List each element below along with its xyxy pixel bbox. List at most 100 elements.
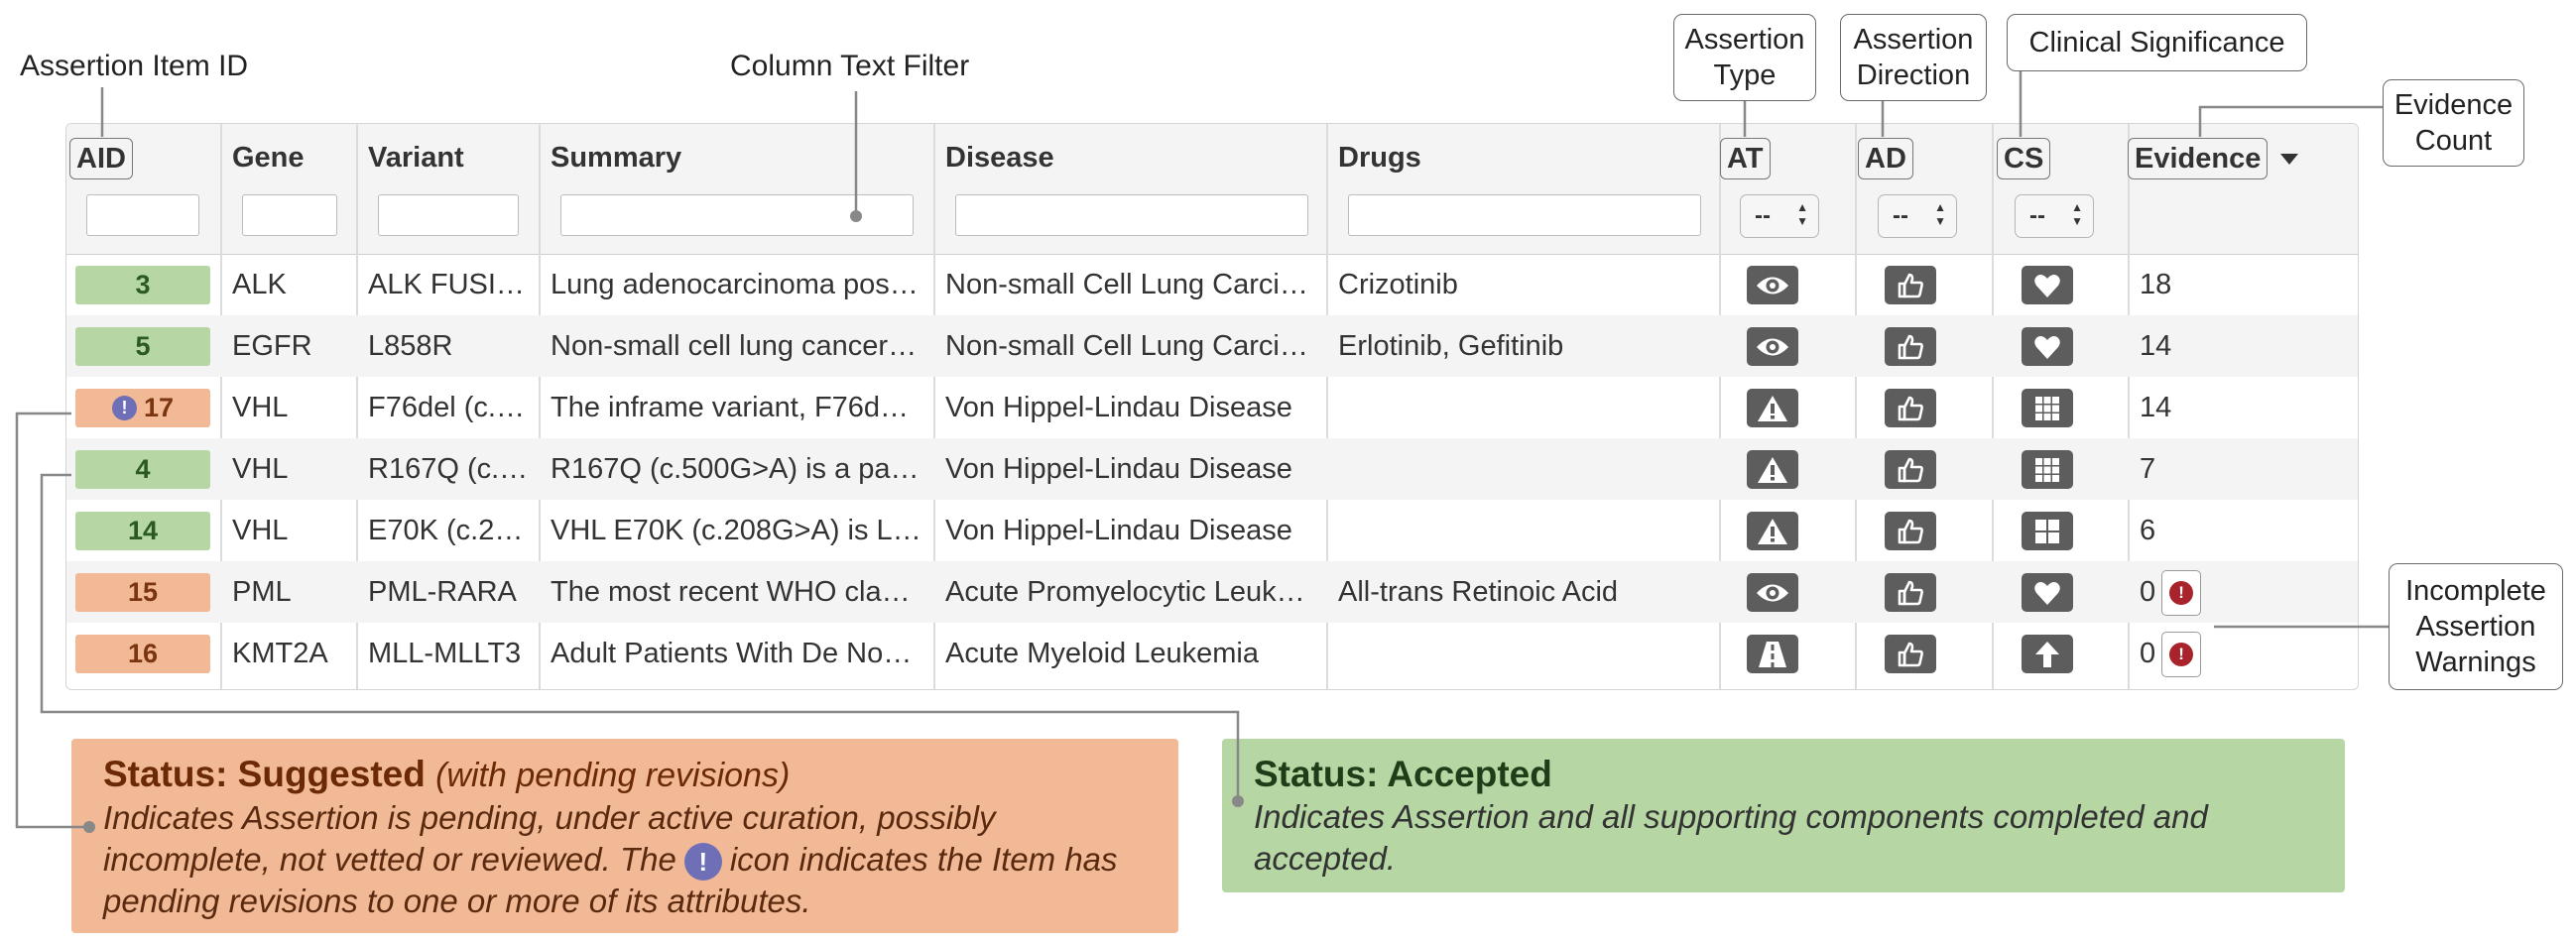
select-arrows-icon: ▲ ▼	[1796, 200, 1808, 228]
eye-icon	[1747, 573, 1798, 612]
incomplete-warning-icon[interactable]: !	[2161, 570, 2202, 617]
cell-variant: MLL-MLLT3	[368, 638, 522, 669]
filter-disease-input[interactable]	[955, 194, 1308, 236]
column-header-at[interactable]: AT	[1720, 138, 1771, 179]
cell-drugs	[1338, 377, 1709, 438]
column-header-summary[interactable]: Summary	[551, 142, 682, 174]
cell-variant: L858R	[368, 330, 453, 362]
filter-variant-input[interactable]	[378, 194, 519, 236]
grid-nine-icon	[2022, 450, 2073, 489]
cell-variant: PML-RARA	[368, 576, 517, 608]
aid-badge-accepted[interactable]: 5	[75, 327, 210, 366]
cell-evidence: 14	[2140, 377, 2338, 438]
table-row[interactable]: 3 ALK ALK FUSI… Lung adenocarcinoma pos… Non…	[66, 254, 2358, 315]
status-suggested-desc-before: Indicates Assertion is pending, under ac…	[103, 799, 996, 878]
grid-four-icon	[2022, 512, 2073, 550]
table-row[interactable]: 14 VHL E70K (c.2… VHL E70K (c.208G>A) is Li…	[66, 500, 2358, 561]
column-divider	[220, 124, 222, 689]
table-row[interactable]: 16 KMT2A MLL-MLLT3 Adult Patients With De N…	[66, 623, 2358, 684]
annotation-clinical-significance-text: Clinical Significance	[2028, 27, 2285, 59]
column-header-ad[interactable]: AD	[1858, 138, 1913, 179]
table-row[interactable]: 15 PML PML-RARA The most recent WHO clas… Ac…	[66, 561, 2358, 623]
eye-icon	[1747, 327, 1798, 366]
aid-value: 4	[135, 454, 151, 484]
exclamation-icon: !	[2169, 643, 2194, 667]
cell-drugs: All-trans Retinoic Acid	[1338, 576, 1619, 608]
annotation-evidence-count: Evidence Count	[2383, 79, 2524, 167]
annotation-assertion-item-id: Assertion Item ID	[20, 50, 249, 82]
column-header-evidence[interactable]: Evidence	[2128, 138, 2269, 179]
evidence-count-value: 14	[2140, 392, 2172, 423]
table-row[interactable]: 5 EGFR L858R Non-small cell lung cancer … No…	[66, 315, 2358, 377]
filter-cs-select[interactable]: -- ▲ ▼	[2015, 194, 2094, 238]
annotation-assertion-type: Assertion Type	[1673, 14, 1816, 101]
select-arrows-icon: ▲ ▼	[1934, 200, 1946, 228]
aid-badge-suggested[interactable]: 16	[75, 635, 210, 673]
incomplete-warning-icon[interactable]: !	[2161, 632, 2202, 678]
evidence-count-value: 7	[2140, 453, 2156, 485]
filter-ad-select-value: --	[1893, 202, 1908, 229]
aid-value: 16	[127, 639, 159, 668]
filter-ad-select[interactable]: -- ▲ ▼	[1878, 194, 1957, 238]
heart-icon	[2022, 573, 2073, 612]
column-divider	[1855, 124, 1857, 689]
status-suggested-box: Status: Suggested (with pending revision…	[71, 739, 1178, 933]
aid-badge-accepted[interactable]: 3	[75, 266, 210, 304]
status-accepted-box: Status: Accepted Indicates Assertion and…	[1222, 739, 2345, 892]
cell-gene: ALK	[232, 269, 287, 300]
cell-evidence: 0!	[2140, 561, 2338, 623]
cell-variant: R167Q (c.…	[368, 453, 529, 485]
cell-variant: F76del (c.…	[368, 392, 525, 423]
filter-summary-input[interactable]	[560, 194, 914, 236]
column-header-drugs[interactable]: Drugs	[1338, 142, 1421, 174]
column-header-variant[interactable]: Variant	[368, 142, 464, 174]
aid-badge-suggested[interactable]: 15	[75, 573, 210, 612]
column-header-disease[interactable]: Disease	[945, 142, 1054, 174]
annotation-column-text-filter: Column Text Filter	[730, 50, 970, 82]
warning-triangle-icon	[1747, 512, 1798, 550]
filter-aid-input[interactable]	[86, 194, 199, 236]
road-icon	[1747, 635, 1798, 673]
filter-at-select-value: --	[1755, 202, 1771, 229]
status-suggested-description: Indicates Assertion is pending, under ac…	[103, 797, 1147, 922]
cell-summary: Adult Patients With De Nov…	[551, 638, 923, 669]
pending-revision-icon: !	[111, 396, 137, 420]
annotation-incomplete-warnings-text: Incomplete Assertion Warnings	[2405, 575, 2546, 678]
cell-evidence: 6	[2140, 500, 2338, 561]
cell-disease: Non-small Cell Lung Carcin…	[945, 269, 1316, 300]
sort-caret-down-icon[interactable]	[2280, 154, 2298, 165]
assertions-grid: AID Gene Variant Summary Disease Drugs A…	[65, 123, 2359, 690]
column-header-aid[interactable]: AID	[69, 138, 133, 179]
eye-icon	[1747, 266, 1798, 304]
cell-variant: E70K (c.2…	[368, 515, 524, 546]
cell-disease: Acute Myeloid Leukemia	[945, 638, 1259, 669]
evidence-count-value: 6	[2140, 515, 2156, 546]
cell-variant: ALK FUSI…	[368, 269, 525, 300]
thumbs-up-icon	[1885, 635, 1936, 673]
cell-disease: Acute Promyelocytic Leuk…	[945, 576, 1305, 608]
warning-triangle-icon	[1747, 450, 1798, 489]
aid-badge-suggested[interactable]: ! 17	[75, 389, 210, 427]
table-row[interactable]: ! 17 VHL F76del (c.… The inframe variant, F7…	[66, 377, 2358, 438]
filter-drugs-input[interactable]	[1348, 194, 1701, 236]
cell-summary: R167Q (c.500G>A) is a pat…	[551, 453, 923, 485]
cell-gene: VHL	[232, 453, 289, 485]
cell-evidence: 7	[2140, 438, 2338, 500]
column-divider	[1719, 124, 1721, 689]
thumbs-up-icon	[1885, 389, 1936, 427]
filter-at-select[interactable]: -- ▲ ▼	[1740, 194, 1819, 238]
cell-evidence: 0!	[2140, 623, 2338, 684]
cell-disease: Von Hippel-Lindau Disease	[945, 515, 1292, 546]
column-header-gene[interactable]: Gene	[232, 142, 305, 174]
filter-gene-input[interactable]	[242, 194, 337, 236]
column-header-cs[interactable]: CS	[1997, 138, 2051, 179]
aid-badge-accepted[interactable]: 4	[75, 450, 210, 489]
cell-drugs	[1338, 500, 1709, 561]
aid-badge-accepted[interactable]: 14	[75, 512, 210, 550]
table-row[interactable]: 4 VHL R167Q (c.… R167Q (c.500G>A) is a pat……	[66, 438, 2358, 500]
status-accepted-title: Status: Accepted	[1254, 754, 1552, 794]
cell-disease: Von Hippel-Lindau Disease	[945, 392, 1292, 423]
status-suggested-desc-after: icon indicates the Item has pending revi…	[103, 841, 1118, 920]
aid-value: 3	[135, 270, 151, 299]
cell-gene: PML	[232, 576, 292, 608]
